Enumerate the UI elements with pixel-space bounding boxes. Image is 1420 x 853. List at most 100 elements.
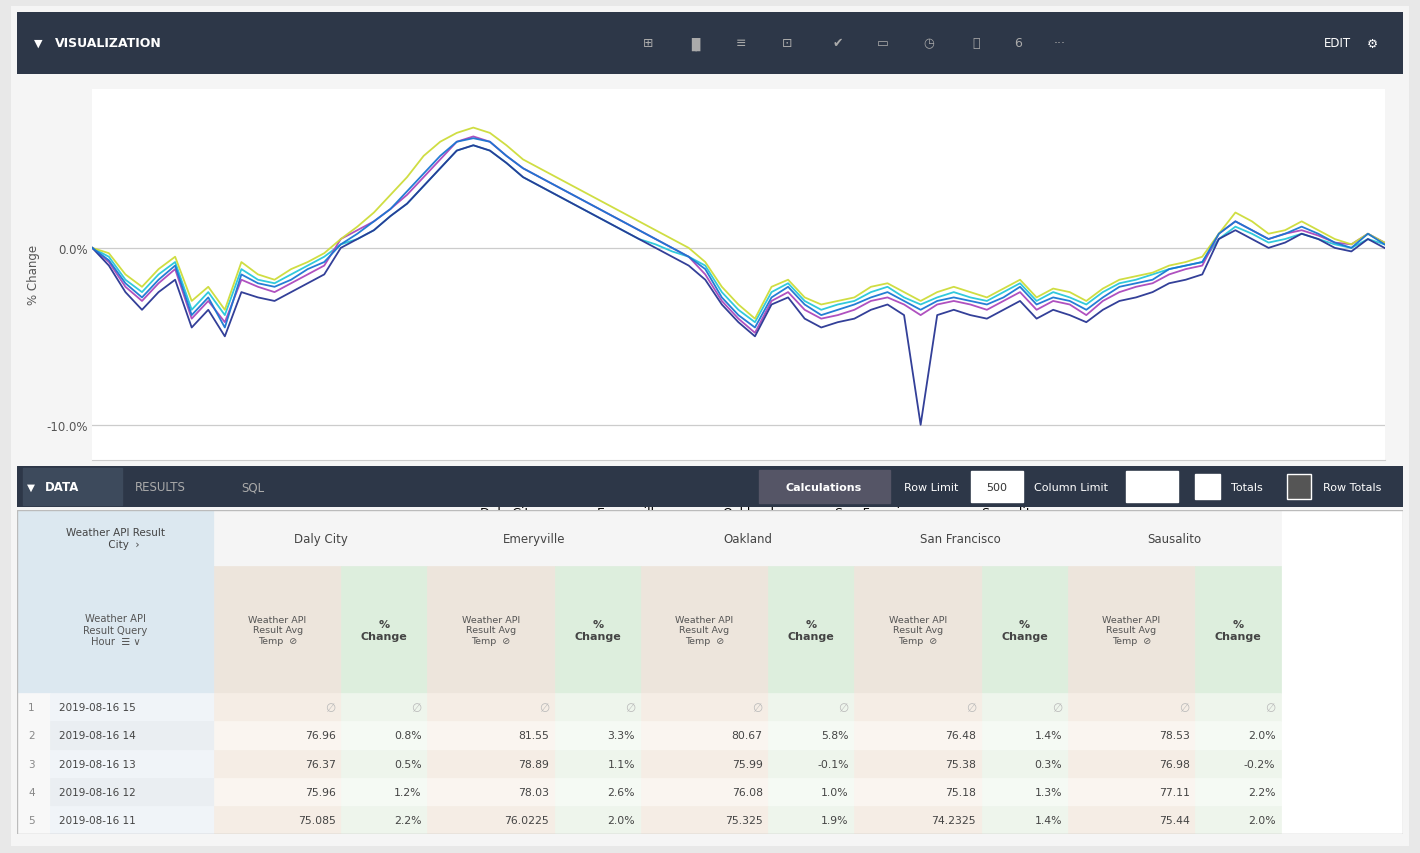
Bar xyxy=(214,693,341,722)
Text: Weather API Result
     City  ›: Weather API Result City › xyxy=(65,528,165,549)
Bar xyxy=(17,750,50,778)
Text: %
Change: % Change xyxy=(361,619,408,641)
Text: 0.5%: 0.5% xyxy=(395,758,422,769)
Bar xyxy=(50,806,214,834)
Bar xyxy=(341,750,427,778)
Bar xyxy=(555,806,640,834)
Text: ∅: ∅ xyxy=(753,701,763,714)
Text: ∅: ∅ xyxy=(838,701,849,714)
Text: 1.3%: 1.3% xyxy=(1035,787,1062,797)
Bar xyxy=(640,693,768,722)
Bar xyxy=(768,750,855,778)
Text: 74.2325: 74.2325 xyxy=(932,815,976,825)
Bar xyxy=(640,510,855,566)
Bar xyxy=(970,472,1024,502)
Bar xyxy=(214,778,341,806)
Text: 6: 6 xyxy=(1014,38,1021,50)
Text: 75.085: 75.085 xyxy=(298,815,335,825)
Text: 2019-08-16 14: 2019-08-16 14 xyxy=(58,730,135,740)
Text: ◷: ◷ xyxy=(923,38,934,50)
Bar xyxy=(427,722,555,750)
Bar xyxy=(640,778,768,806)
Bar xyxy=(427,750,555,778)
Bar xyxy=(555,722,640,750)
Bar xyxy=(1068,567,1196,693)
Bar xyxy=(427,693,555,722)
Bar xyxy=(981,567,1068,693)
Text: ∅: ∅ xyxy=(412,701,422,714)
Text: ∅: ∅ xyxy=(1179,701,1190,714)
Bar xyxy=(555,567,640,693)
Text: 1.1%: 1.1% xyxy=(608,758,635,769)
Text: 3.3%: 3.3% xyxy=(608,730,635,740)
Bar xyxy=(768,722,855,750)
Text: 75.38: 75.38 xyxy=(946,758,976,769)
Bar xyxy=(855,693,981,722)
Text: 1: 1 xyxy=(28,702,34,712)
Bar xyxy=(640,750,768,778)
Text: 2019-08-16 15: 2019-08-16 15 xyxy=(58,702,135,712)
Text: 1.0%: 1.0% xyxy=(821,787,849,797)
Bar xyxy=(855,750,981,778)
Bar xyxy=(555,693,640,722)
Bar xyxy=(768,778,855,806)
Bar xyxy=(1196,475,1220,499)
Text: 76.96: 76.96 xyxy=(305,730,335,740)
Bar xyxy=(1196,750,1281,778)
Text: ∅: ∅ xyxy=(540,701,550,714)
Bar xyxy=(1068,722,1196,750)
Bar xyxy=(17,778,50,806)
Bar xyxy=(17,806,50,834)
Bar xyxy=(855,567,981,693)
Bar xyxy=(214,722,341,750)
Text: 3: 3 xyxy=(28,758,34,769)
Text: ⊞: ⊞ xyxy=(642,38,653,50)
Text: 2.6%: 2.6% xyxy=(608,787,635,797)
Text: 78.53: 78.53 xyxy=(1159,730,1190,740)
Bar xyxy=(768,806,855,834)
Text: 76.0225: 76.0225 xyxy=(504,815,550,825)
Bar xyxy=(816,16,858,72)
Text: 5: 5 xyxy=(28,815,34,825)
Text: %
Change: % Change xyxy=(788,619,835,641)
Bar xyxy=(427,567,555,693)
Text: %
Change: % Change xyxy=(1214,619,1261,641)
Bar xyxy=(1196,567,1281,693)
Bar xyxy=(1068,778,1196,806)
Bar xyxy=(341,806,427,834)
Bar xyxy=(427,778,555,806)
Text: -0.1%: -0.1% xyxy=(816,758,849,769)
Bar xyxy=(341,693,427,722)
Text: Daly City: Daly City xyxy=(294,532,348,545)
Text: ⊡: ⊡ xyxy=(782,38,792,50)
Bar xyxy=(341,778,427,806)
Text: 78.03: 78.03 xyxy=(518,787,550,797)
Text: %
Change: % Change xyxy=(574,619,621,641)
Text: 5.8%: 5.8% xyxy=(821,730,849,740)
Bar xyxy=(981,778,1068,806)
Text: -0.2%: -0.2% xyxy=(1244,758,1275,769)
Bar xyxy=(981,806,1068,834)
Bar xyxy=(855,806,981,834)
Text: 0.8%: 0.8% xyxy=(395,730,422,740)
Text: ✔: ✔ xyxy=(832,38,842,50)
Legend: Daly City, Emeryville, Oakland, San Francisco, Sausalito: Daly City, Emeryville, Oakland, San Fran… xyxy=(433,502,1044,525)
Bar xyxy=(427,806,555,834)
Bar xyxy=(1068,510,1281,566)
Y-axis label: % Change: % Change xyxy=(27,245,40,305)
Text: 2: 2 xyxy=(28,730,34,740)
Text: ∅: ∅ xyxy=(1052,701,1062,714)
Bar xyxy=(855,722,981,750)
Text: 1.2%: 1.2% xyxy=(395,787,422,797)
Text: 76.48: 76.48 xyxy=(946,730,976,740)
Text: 76.98: 76.98 xyxy=(1159,758,1190,769)
Text: ∅: ∅ xyxy=(625,701,635,714)
Text: ∅: ∅ xyxy=(325,701,335,714)
Text: 2019-08-16 12: 2019-08-16 12 xyxy=(58,787,135,797)
Text: ▼: ▼ xyxy=(34,39,43,49)
Text: SQL: SQL xyxy=(241,480,264,494)
Text: 80.67: 80.67 xyxy=(731,730,763,740)
Text: Row Limit: Row Limit xyxy=(905,482,958,492)
Text: 0.3%: 0.3% xyxy=(1034,758,1062,769)
Bar xyxy=(1196,693,1281,722)
